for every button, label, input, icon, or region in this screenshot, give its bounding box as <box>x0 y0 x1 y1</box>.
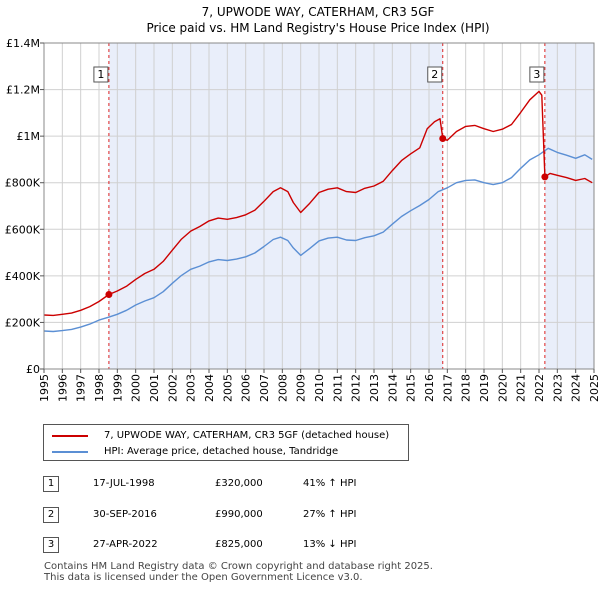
legend-label-property: 7, UPWODE WAY, CATERHAM, CR3 5GF (detach… <box>104 430 390 441</box>
x-tick-label: 2012 <box>350 374 363 402</box>
x-tick-label: 1998 <box>93 374 106 402</box>
x-tick-label: 2003 <box>185 374 198 402</box>
x-tick-label: 1997 <box>75 374 88 402</box>
x-tick-label: 2020 <box>496 374 509 402</box>
sale-number-box <box>427 66 443 83</box>
ownership-shade <box>108 43 443 369</box>
x-tick-label: 2002 <box>166 374 179 402</box>
sale-number-box <box>529 66 545 83</box>
x-tick-label: 2023 <box>551 374 564 402</box>
transaction-date: 30-SEP-2016 <box>93 509 157 520</box>
x-tick-label: 2022 <box>533 374 546 402</box>
x-tick-label: 2009 <box>295 374 308 402</box>
x-tick-label: 2021 <box>515 374 528 402</box>
x-tick-label: 2018 <box>460 374 473 402</box>
transaction-price: £825,000 <box>215 539 263 550</box>
x-tick-label: 2011 <box>331 374 344 402</box>
transaction-date: 27-APR-2022 <box>93 539 158 550</box>
chart-legend: 7, UPWODE WAY, CATERHAM, CR3 5GF (detach… <box>43 424 409 461</box>
y-tick-label: £1M <box>17 130 41 143</box>
x-tick-label: 2004 <box>203 374 216 402</box>
sale-point <box>541 173 549 181</box>
transaction-price: £320,000 <box>215 478 263 489</box>
x-tick-label: 2006 <box>240 374 253 402</box>
y-tick-label: £400K <box>5 270 41 283</box>
x-tick-label: 2016 <box>423 374 436 402</box>
y-tick-label: £0 <box>26 363 40 376</box>
x-tick-label: 2015 <box>405 374 418 402</box>
x-tick-label: 2005 <box>221 374 234 402</box>
price-chart: 7, UPWODE WAY, CATERHAM, CR3 5GF Price p… <box>5 5 600 402</box>
chart-subtitle: Price paid vs. HM Land Registry's House … <box>146 21 489 35</box>
x-tick-label: 2019 <box>478 374 491 402</box>
sale-point <box>105 290 113 298</box>
x-tick-label: 2017 <box>441 374 454 402</box>
transaction-hpi-change: 27% ↑ HPI <box>303 509 357 520</box>
y-tick-label: £1.4M <box>6 37 40 50</box>
ownership-shade <box>544 43 594 369</box>
x-tick-label: 1996 <box>56 374 69 402</box>
x-tick-label: 2010 <box>313 374 326 402</box>
footer-notice: Contains HM Land Registry data © Crown c… <box>44 561 433 583</box>
transaction-number: 1 <box>43 476 59 492</box>
chart-title: 7, UPWODE WAY, CATERHAM, CR3 5GF <box>202 5 435 19</box>
x-tick-label: 2008 <box>276 374 289 402</box>
x-tick-label: 2000 <box>130 374 143 402</box>
x-tick-label: 2024 <box>570 374 583 402</box>
x-tick-label: 1999 <box>111 374 124 402</box>
footer-licence: This data is licensed under the Open Gov… <box>44 572 363 583</box>
footer-copyright: Contains HM Land Registry data © Crown c… <box>44 561 433 572</box>
y-tick-label: £600K <box>5 223 41 236</box>
hpi-series-line <box>43 147 593 333</box>
legend-label-hpi: HPI: Average price, detached house, Tand… <box>104 446 339 457</box>
x-tick-label: 2013 <box>368 374 381 402</box>
x-tick-label: 2007 <box>258 374 271 402</box>
legend-line-property <box>52 435 88 437</box>
transaction-hpi-change: 41% ↑ HPI <box>303 478 357 489</box>
y-tick-label: £800K <box>5 177 41 190</box>
sale-point <box>439 134 447 142</box>
transaction-date: 17-JUL-1998 <box>93 478 155 489</box>
transaction-number: 2 <box>43 507 59 523</box>
x-tick-label: 1995 <box>38 374 51 402</box>
sale-number-label: 2 <box>431 68 438 81</box>
x-tick-label: 2014 <box>386 374 399 402</box>
x-tick-label: 2001 <box>148 374 161 402</box>
transaction-number: 3 <box>43 537 59 553</box>
legend-line-hpi <box>52 451 88 453</box>
x-tick-label: 2025 <box>588 374 600 402</box>
y-tick-label: £200K <box>5 316 41 329</box>
sale-number-label: 3 <box>533 68 540 81</box>
y-tick-label: £1.2M <box>6 84 40 97</box>
sale-number-label: 1 <box>97 68 104 81</box>
property-series-line <box>43 90 593 317</box>
sale-number-box <box>93 66 109 83</box>
transaction-hpi-change: 13% ↓ HPI <box>303 539 357 550</box>
transaction-price: £990,000 <box>215 509 263 520</box>
